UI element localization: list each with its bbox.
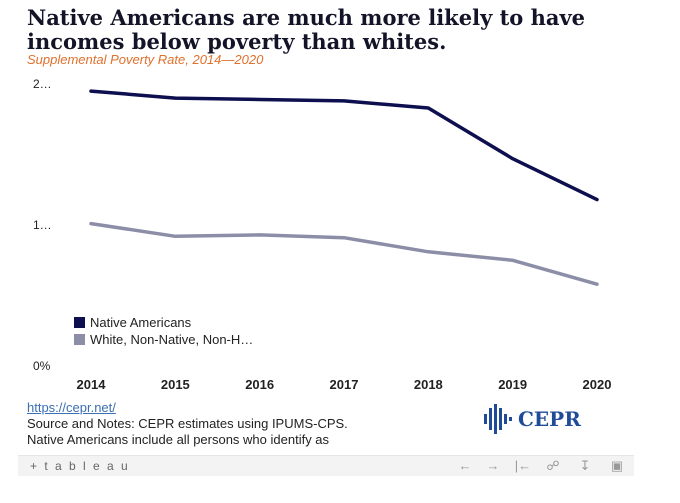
download-icon[interactable]: ↧ — [579, 458, 591, 473]
legend-label: White, Non-Native, Non-H… — [90, 332, 253, 347]
legend-label: Native Americans — [90, 315, 192, 330]
cepr-logo-mark-icon — [484, 404, 512, 434]
series-line-2 — [89, 221, 599, 286]
source-notes: https://cepr.net/ Source and Notes: CEPR… — [27, 400, 348, 448]
cepr-logo-text: CEPR — [518, 407, 581, 431]
tableau-toolbar: + t a b l e a u ← → |← ☍ ↧ ▣ — [18, 455, 634, 476]
tableau-logo[interactable]: + t a b l e a u — [30, 459, 130, 473]
cepr-link[interactable]: https://cepr.net/ — [27, 400, 116, 415]
x-tick-label: 2019 — [498, 377, 527, 392]
revert-icon[interactable]: |← — [514, 458, 532, 473]
fullscreen-icon[interactable]: ▣ — [610, 458, 624, 473]
x-tick-label: 2014 — [77, 377, 107, 392]
redo-icon[interactable]: → — [486, 458, 500, 473]
y-tick-label: 1… — [33, 218, 52, 232]
note-line: Native Americans include all persons who… — [27, 432, 330, 447]
x-tick-label: 2016 — [245, 377, 274, 392]
legend-swatch — [74, 334, 85, 345]
y-tick-label: 0% — [33, 359, 51, 373]
y-tick-label: 2… — [33, 77, 52, 91]
x-tick-label: 2015 — [161, 377, 190, 392]
undo-icon[interactable]: ← — [458, 458, 472, 473]
legend-swatch — [74, 317, 85, 328]
chart-subtitle: Supplemental Poverty Rate, 2014—2020 — [27, 52, 264, 67]
source-line: Source and Notes: CEPR estimates using I… — [27, 416, 348, 431]
x-tick-label: 2018 — [414, 377, 443, 392]
chart-title: Native Americans are much more likely to… — [27, 5, 586, 54]
share-icon[interactable]: ☍ — [546, 458, 560, 473]
line-chart: 2… 1… 0% 2014 2015 2016 2017 2018 2019 2020 Native… — [33, 77, 612, 392]
x-tick-label: 2020 — [583, 377, 612, 392]
cepr-logo: CEPR — [484, 404, 581, 434]
series-line-1 — [89, 89, 599, 202]
x-tick-label: 2017 — [330, 377, 359, 392]
